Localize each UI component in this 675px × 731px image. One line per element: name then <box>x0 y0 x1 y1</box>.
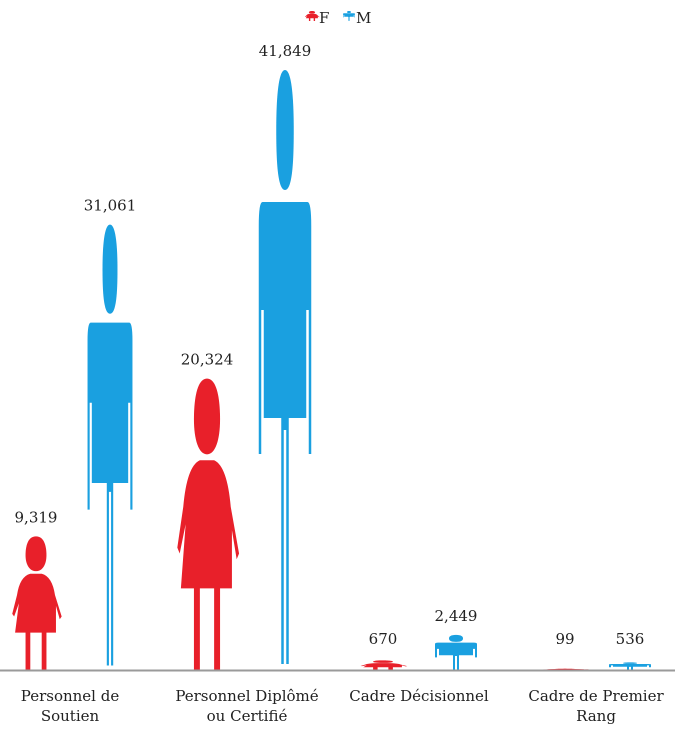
male-value-label-3: 2,449 <box>435 607 478 625</box>
female-value-label-3: 670 <box>369 630 398 648</box>
legend-male-icon <box>343 11 355 21</box>
male-figure-3 <box>435 634 477 670</box>
legend-male-label: M <box>356 9 371 27</box>
legend-female-label: F <box>319 9 329 27</box>
chart-marks: 9,319 20,324 670 99 31,061 41,849 2,449 536 <box>12 42 651 670</box>
legend-female-icon <box>305 11 320 21</box>
female-value-label-1: 9,319 <box>15 508 58 526</box>
category-label-2-line-2: ou Certifié <box>207 707 288 725</box>
female-figure-3 <box>360 660 408 670</box>
male-value-label-1: 31,061 <box>84 197 137 215</box>
category-label-4-line-2: Rang <box>576 707 616 725</box>
female-value-label-4: 99 <box>555 630 574 648</box>
female-figure-1 <box>12 536 62 670</box>
category-label-1-line-1: Personnel de <box>21 687 120 705</box>
female-value-label-2: 20,324 <box>181 351 234 369</box>
female-figure-2 <box>177 378 240 670</box>
male-figure-4 <box>609 662 651 670</box>
category-label-2-line-1: Personnel Diplômé <box>175 687 318 705</box>
category-label-3-line-1: Cadre Décisionnel <box>349 687 489 705</box>
male-figure-2 <box>258 70 312 664</box>
category-label-4-line-1: Cadre de Premier <box>528 687 664 705</box>
female-figure-4 <box>542 668 590 670</box>
male-value-label-2: 41,849 <box>259 42 312 60</box>
category-label-1-line-2: Soutien <box>41 707 100 725</box>
male-figure-1 <box>87 224 133 666</box>
x-axis-labels: Personnel de Soutien Personnel Diplômé ou C… <box>21 687 665 725</box>
male-value-label-4: 536 <box>616 630 645 648</box>
